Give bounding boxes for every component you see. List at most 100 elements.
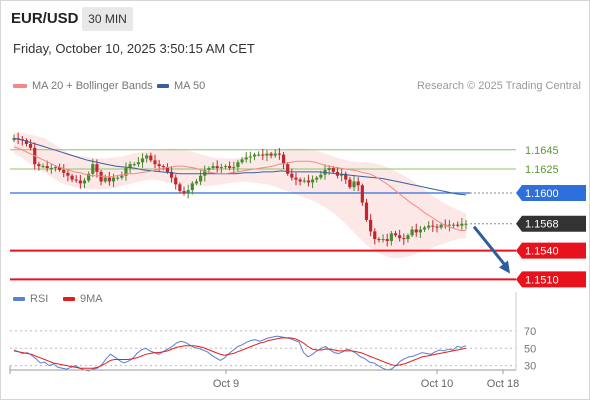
candle-body <box>294 177 298 180</box>
candle-body <box>422 227 427 230</box>
candle-body <box>194 181 199 184</box>
level-label-text: 1.1625 <box>525 164 559 176</box>
candle-body <box>107 177 111 182</box>
candle <box>414 223 418 237</box>
candle-body <box>58 167 62 170</box>
candle-body <box>24 140 29 145</box>
candle-body <box>190 183 194 191</box>
x-axis: Oct 9 Oct 10 Oct 18 <box>9 292 519 390</box>
candle-body <box>161 166 165 168</box>
candle-body <box>207 168 211 170</box>
candle <box>140 153 145 168</box>
candle-body <box>228 166 232 169</box>
rsi-ma-legend: 9MA <box>63 293 103 305</box>
candle <box>41 163 45 168</box>
level-label-1.1645: 1.1645 <box>525 145 559 157</box>
candle-body <box>199 175 203 182</box>
candle <box>66 169 70 182</box>
candle-body <box>456 224 460 226</box>
candle-body <box>53 167 58 169</box>
candle-body <box>331 168 335 172</box>
candle-body <box>78 180 82 184</box>
candle <box>244 152 248 163</box>
candle <box>120 171 124 180</box>
candle-body <box>265 153 269 156</box>
candle-body <box>257 154 261 156</box>
candle-body <box>132 164 136 166</box>
rsi-ma-legend-label: 9MA <box>80 293 103 306</box>
rsi-tick-label: 50 <box>524 343 536 355</box>
rsi-ma-line <box>13 337 467 369</box>
level-label-1.1568: 1.1568 <box>516 215 586 232</box>
candle-body <box>120 175 124 178</box>
candle <box>294 172 298 186</box>
candle-body <box>70 175 74 180</box>
candle <box>199 170 203 186</box>
level-label-1.1625: 1.1625 <box>525 164 559 176</box>
candle-body <box>174 177 178 185</box>
candle-body <box>464 223 468 225</box>
candle-body <box>211 166 215 169</box>
ma50-line <box>13 137 467 196</box>
candle-body <box>373 231 377 240</box>
candle <box>377 237 381 243</box>
level-label-tag <box>516 184 586 201</box>
candle-body <box>219 167 223 169</box>
level-label-1.1600: 1.1600 <box>516 184 586 201</box>
candle <box>153 154 157 169</box>
candle-body <box>66 172 70 176</box>
candle-body <box>261 154 265 156</box>
candle <box>290 168 294 181</box>
ma20-line <box>13 146 466 231</box>
candle-body <box>248 156 252 158</box>
candle-body <box>169 171 174 178</box>
candle-body <box>418 229 422 233</box>
candle-body <box>460 223 464 226</box>
timeframe-button[interactable]: 30 MIN <box>82 7 133 31</box>
candle-body <box>236 162 240 168</box>
candle-body <box>91 164 95 174</box>
candle <box>174 174 178 190</box>
candle <box>298 177 302 186</box>
candle-body <box>62 169 66 173</box>
candle <box>435 224 439 233</box>
candle <box>62 164 66 178</box>
candle <box>460 217 464 230</box>
candle <box>161 164 165 171</box>
candle <box>186 184 190 199</box>
candle-body <box>406 235 410 240</box>
candle <box>286 162 290 176</box>
candle <box>78 174 82 189</box>
candle-body <box>435 226 439 228</box>
x-tick-label: Oct 10 <box>421 378 453 390</box>
candle-body <box>348 179 352 188</box>
candle <box>281 151 286 170</box>
candle-body <box>298 179 302 182</box>
candle <box>464 219 468 230</box>
candle <box>364 198 369 222</box>
candle-body <box>381 239 385 241</box>
candle-body <box>203 169 207 176</box>
candle-body <box>277 153 281 155</box>
candle-body <box>385 239 389 242</box>
level-labels: 1.1645 1.1625 1.1600 1.1568 1.1540 1.1510 <box>516 145 586 288</box>
forecast-arrow-shaft <box>472 225 509 269</box>
level-label-text: 1.1645 <box>525 145 559 157</box>
candle <box>302 177 306 184</box>
ma50-swatch <box>157 84 169 89</box>
rsi-legend-label: RSI <box>30 293 49 306</box>
candle-body <box>402 238 406 240</box>
ma20-swatch <box>13 84 27 89</box>
candle <box>427 221 431 230</box>
credit-label: Research © 2025 Trading Central <box>416 80 581 92</box>
candle-body <box>306 180 311 183</box>
candle <box>422 225 427 233</box>
ma20-legend: MA 20 + Bollinger Bands <box>13 80 153 92</box>
candle-body <box>145 155 149 159</box>
candle <box>431 220 435 232</box>
candle-body <box>240 159 244 163</box>
level-label-text: 1.1600 <box>525 188 559 200</box>
candle-body <box>377 239 381 241</box>
level-label-1.1540: 1.1540 <box>516 242 586 259</box>
candle-body <box>215 166 219 169</box>
